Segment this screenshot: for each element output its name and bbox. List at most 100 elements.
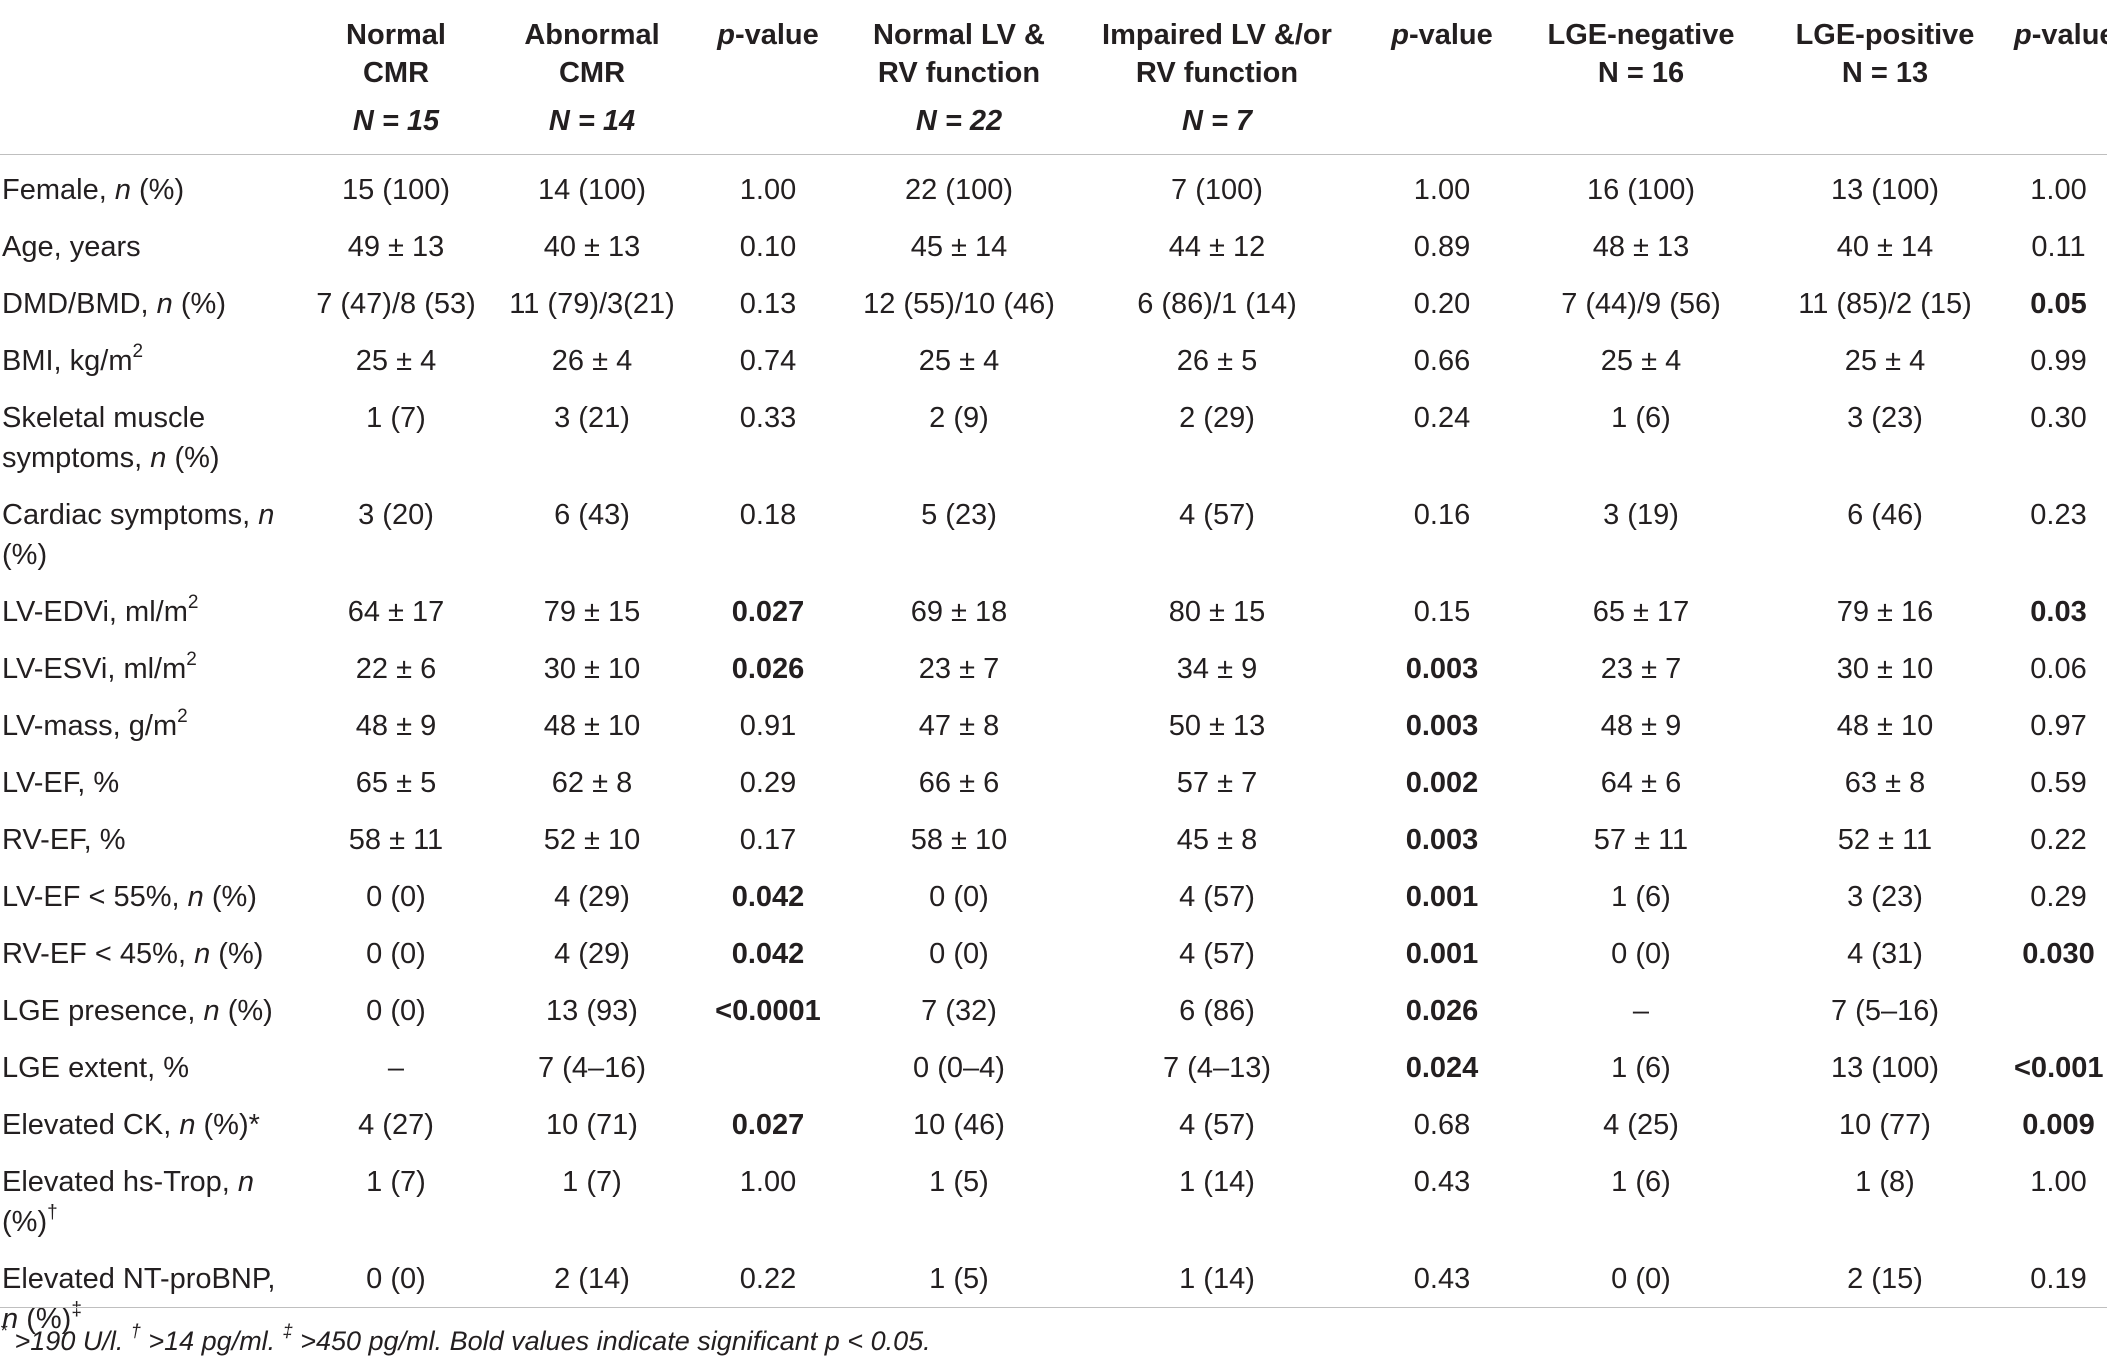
value-cell: 69 ± 18 bbox=[910, 596, 1008, 628]
value-cell: 0 (0) bbox=[1611, 938, 1671, 970]
row-label: Age, years bbox=[2, 231, 141, 263]
table-row: LV-EF, % 65 ± 5 62 ± 8 0.29 66 ± 6 57 ± 7 0.00… bbox=[0, 753, 2107, 810]
row-label: LGE extent, % bbox=[2, 1052, 189, 1084]
p-value-cell: 0.001 bbox=[1405, 938, 1479, 970]
p-value-cell: 0.97 bbox=[2030, 710, 2087, 742]
row-label: LV-EF < 55%, n (%) bbox=[2, 881, 257, 913]
table-row: DMD/BMD, n (%) 7 (47)/8 (53) 11 (79)/3(21)… bbox=[0, 274, 2107, 331]
p-value-cell: 0.59 bbox=[2030, 767, 2087, 799]
p-value-cell: 1.00 bbox=[739, 174, 797, 206]
table-row: LV-EDVi, ml/m2 64 ± 17 79 ± 15 0.027 69 ± 18… bbox=[0, 582, 2107, 639]
value-cell: 22 (100) bbox=[904, 174, 1013, 206]
p-value-cell: 0.042 bbox=[731, 881, 805, 913]
value-cell: 7 (4–16) bbox=[537, 1052, 646, 1084]
value-cell: 3 (23) bbox=[1847, 402, 1923, 434]
table-row: Elevated CK, n (%)* 4 (27) 10 (71) 0.027 10 … bbox=[0, 1095, 2107, 1152]
value-cell: 4 (57) bbox=[1179, 881, 1255, 913]
p-value-cell: 0.11 bbox=[2031, 231, 2086, 263]
value-cell: – bbox=[387, 1052, 405, 1084]
value-cell: 1 (7) bbox=[562, 1166, 622, 1198]
p-value-cell: 0.002 bbox=[1405, 767, 1479, 799]
header-row: Normal CMR N = 15 Abnormal CMR N = 14 p-… bbox=[0, 0, 2107, 155]
p-value-cell: 0.18 bbox=[739, 499, 797, 531]
value-cell: 11 (85)/2 (15) bbox=[1798, 288, 1972, 320]
value-cell: 0 (0) bbox=[366, 938, 426, 970]
table-row: Elevated NT-proBNP, n (%)‡ 0 (0) 2 (14) 0.2… bbox=[0, 1249, 2107, 1346]
value-cell: 79 ± 16 bbox=[1836, 596, 1934, 628]
p-value-cell: 0.003 bbox=[1405, 653, 1479, 685]
header-p-value-function: p-value bbox=[1362, 0, 1522, 155]
row-label: Elevated NT-proBNP, n (%)‡ bbox=[2, 1263, 276, 1335]
value-cell: – bbox=[1632, 995, 1650, 1027]
value-cell: 1 (6) bbox=[1611, 881, 1671, 913]
value-cell: 7 (4–13) bbox=[1162, 1052, 1271, 1084]
p-value-cell: 0.027 bbox=[731, 1109, 805, 1141]
lge-negative-n: N = 16 bbox=[1597, 57, 1685, 89]
value-cell: 7 (5–16) bbox=[1830, 995, 1939, 1027]
value-cell: 6 (86)/1 (14) bbox=[1137, 288, 1297, 320]
value-cell: 58 ± 11 bbox=[348, 824, 444, 856]
header-empty bbox=[0, 0, 298, 155]
value-cell: 0 (0) bbox=[929, 881, 989, 913]
row-label: LV-EF, % bbox=[2, 767, 120, 799]
p-value-cell: 1.00 bbox=[2030, 174, 2087, 206]
value-cell: 22 ± 6 bbox=[355, 653, 437, 685]
value-cell: 6 (43) bbox=[554, 499, 630, 531]
value-cell: 13 (93) bbox=[546, 995, 638, 1027]
p-value-cell: 0.003 bbox=[1405, 710, 1479, 742]
value-cell: 0 (0) bbox=[929, 938, 989, 970]
table-row: BMI, kg/m2 25 ± 4 26 ± 4 0.74 25 ± 4 26 ± 5 0.… bbox=[0, 331, 2107, 388]
value-cell: 30 ± 10 bbox=[543, 653, 641, 685]
p-value-cell: 0.68 bbox=[1413, 1109, 1471, 1141]
header-normal-cmr: Normal CMR N = 15 bbox=[298, 0, 494, 155]
value-cell: 1 (6) bbox=[1611, 1166, 1671, 1198]
row-label: RV-EF < 45%, n (%) bbox=[2, 938, 264, 970]
p-value-cell: 0.66 bbox=[1413, 345, 1471, 377]
value-cell: 0 (0–4) bbox=[913, 1052, 1005, 1084]
table-row: Skeletal muscle symptoms, n (%) 1 (7) 3 (2… bbox=[0, 388, 2107, 485]
value-cell: 62 ± 8 bbox=[551, 767, 633, 799]
value-cell: 64 ± 17 bbox=[347, 596, 445, 628]
p-value-cell: 0.30 bbox=[2030, 402, 2087, 434]
p-value-cell: 0.10 bbox=[739, 231, 797, 263]
row-label: LGE presence, n (%) bbox=[2, 995, 273, 1027]
table-row: LV-mass, g/m2 48 ± 9 48 ± 10 0.91 47 ± 8 50 ±… bbox=[0, 696, 2107, 753]
value-cell: 16 (100) bbox=[1586, 174, 1695, 206]
value-cell: 12 (55)/10 (46) bbox=[863, 288, 1055, 320]
value-cell: 3 (23) bbox=[1847, 881, 1923, 913]
row-label: LV-mass, g/m2 bbox=[2, 706, 188, 742]
value-cell: 1 (7) bbox=[366, 1166, 426, 1198]
table-row: Elevated hs-Trop, n (%)† 1 (7) 1 (7) 1.00 1 … bbox=[0, 1152, 2107, 1249]
value-cell: 5 (23) bbox=[921, 499, 997, 531]
p-value-cell: 0.23 bbox=[2030, 499, 2087, 531]
table-row: Age, years 49 ± 13 40 ± 13 0.10 45 ± 14 44 ± … bbox=[0, 217, 2107, 274]
p-value-cell: 0.05 bbox=[2030, 288, 2087, 320]
p-value-cell: 0.33 bbox=[739, 402, 797, 434]
value-cell: 13 (100) bbox=[1830, 174, 1939, 206]
value-cell: 3 (19) bbox=[1603, 499, 1679, 531]
p-value-cell: 0.026 bbox=[731, 653, 805, 685]
p-value-cell: 0.20 bbox=[1413, 288, 1471, 320]
value-cell: 50 ± 13 bbox=[1168, 710, 1266, 742]
row-label: LV-ESVi, ml/m2 bbox=[2, 649, 197, 685]
value-cell: 0 (0) bbox=[366, 1263, 426, 1295]
value-cell: 65 ± 17 bbox=[1592, 596, 1690, 628]
p-value-cell: 0.24 bbox=[1413, 402, 1471, 434]
footer-divider bbox=[0, 1307, 2107, 1308]
value-cell: 1 (6) bbox=[1611, 1052, 1671, 1084]
p-value-cell: 0.19 bbox=[2030, 1263, 2087, 1295]
value-cell: 0 (0) bbox=[366, 881, 426, 913]
value-cell: 48 ± 10 bbox=[543, 710, 641, 742]
table-row: LV-EF < 55%, n (%) 0 (0) 4 (29) 0.042 0 (0) 4… bbox=[0, 867, 2107, 924]
value-cell: 40 ± 13 bbox=[543, 231, 641, 263]
table-row: LV-ESVi, ml/m2 22 ± 6 30 ± 10 0.026 23 ± 7 34… bbox=[0, 639, 2107, 696]
p-value-cell: 0.89 bbox=[1413, 231, 1471, 263]
p-value-cell: 0.17 bbox=[739, 824, 797, 856]
value-cell: 45 ± 8 bbox=[1176, 824, 1258, 856]
value-cell: 4 (27) bbox=[358, 1109, 434, 1141]
p-value-cell: 0.16 bbox=[1413, 499, 1471, 531]
value-cell: 65 ± 5 bbox=[355, 767, 437, 799]
value-cell: 7 (32) bbox=[921, 995, 997, 1027]
value-cell: 23 ± 7 bbox=[918, 653, 1000, 685]
